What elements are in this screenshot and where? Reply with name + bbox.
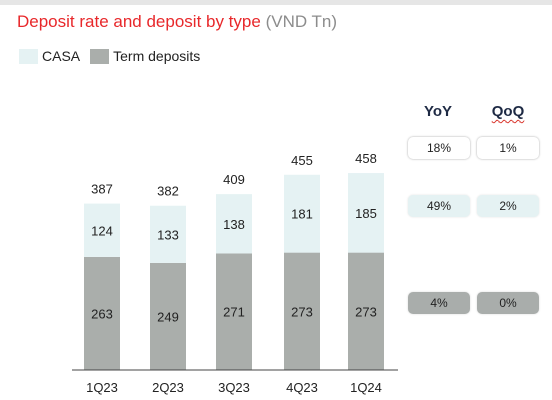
legend-item-term: Term deposits <box>90 48 200 64</box>
bar-term-3Q23 <box>216 253 252 370</box>
total-qoq-badge: 1% <box>477 137 539 159</box>
legend: CASA Term deposits <box>19 48 210 64</box>
bar-term-4Q23 <box>284 252 320 370</box>
bar-term-1Q24 <box>348 252 384 370</box>
legend-label-term: Term deposits <box>113 48 201 64</box>
x-tick-3Q23: 3Q23 <box>218 380 250 395</box>
label-term-1Q24: 273 <box>355 304 377 319</box>
legend-item-casa: CASA <box>19 48 80 64</box>
term-yoy-badge: 4% <box>408 292 470 314</box>
label-total-4Q23: 455 <box>291 153 313 168</box>
yoy-header: YoY <box>423 103 453 120</box>
term-qoq-badge: 0% <box>477 292 539 314</box>
label-term-3Q23: 271 <box>223 305 245 320</box>
bar-term-1Q23 <box>84 256 120 370</box>
casa-qoq-badge: 2% <box>477 195 539 217</box>
bar-casa-2Q23 <box>150 205 186 263</box>
label-term-1Q23: 263 <box>91 306 113 321</box>
chart-title: Deposit rate and deposit by type (VND Tn… <box>17 12 337 32</box>
title-text: Deposit rate and deposit by type <box>17 12 261 31</box>
label-casa-3Q23: 138 <box>223 217 245 232</box>
label-casa-2Q23: 133 <box>157 227 179 242</box>
bar-casa-1Q23 <box>84 203 120 257</box>
bar-casa-3Q23 <box>216 194 252 254</box>
top-divider <box>0 0 552 5</box>
x-tick-1Q23: 1Q23 <box>86 380 118 395</box>
legend-swatch-term <box>90 48 110 64</box>
label-total-2Q23: 382 <box>157 184 179 199</box>
label-casa-4Q23: 181 <box>291 207 313 222</box>
total-yoy-badge: 18% <box>408 137 470 159</box>
label-term-4Q23: 273 <box>291 304 313 319</box>
unit-text: (VND Tn) <box>265 12 338 31</box>
x-tick-2Q23: 2Q23 <box>152 380 184 395</box>
x-tick-4Q23: 4Q23 <box>286 380 318 395</box>
bar-casa-4Q23 <box>284 174 320 253</box>
casa-yoy-badge: 49% <box>408 195 470 217</box>
legend-swatch-casa <box>19 48 38 64</box>
label-total-1Q24: 458 <box>355 151 377 166</box>
label-casa-1Q23: 124 <box>91 223 113 238</box>
label-term-2Q23: 249 <box>157 309 179 324</box>
bar-term-2Q23 <box>150 262 186 370</box>
x-tick-1Q24: 1Q24 <box>350 380 382 395</box>
label-total-3Q23: 409 <box>223 172 245 187</box>
qoq-header: QoQ <box>491 103 525 120</box>
bar-casa-1Q24 <box>348 173 384 253</box>
label-casa-1Q24: 185 <box>355 206 377 221</box>
label-total-1Q23: 387 <box>91 182 113 197</box>
legend-label-casa: CASA <box>42 48 81 64</box>
